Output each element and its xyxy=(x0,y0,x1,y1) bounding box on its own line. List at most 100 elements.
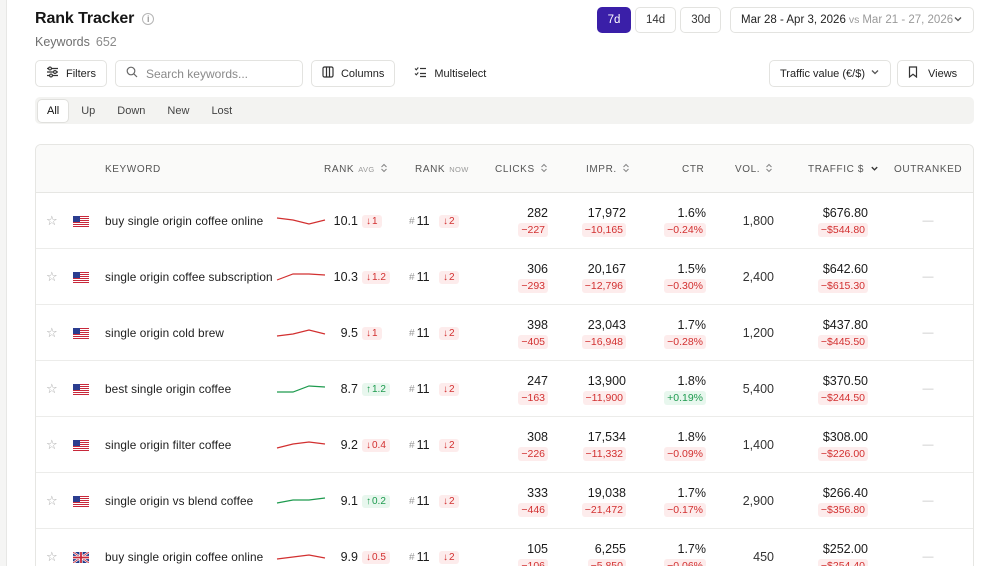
traffic-change: −$226.00 xyxy=(817,446,868,461)
tab-lost[interactable]: Lost xyxy=(211,104,233,117)
columns-button[interactable]: Columns xyxy=(310,60,396,87)
column-clicks[interactable]: CLICKS xyxy=(495,145,548,193)
keyword-text[interactable]: single origin cold brew xyxy=(105,325,225,340)
column-traffic[interactable]: TRAFFIC $ xyxy=(808,145,879,193)
star-icon[interactable]: ☆ xyxy=(46,269,58,284)
clicks-value: 282 xyxy=(527,205,548,220)
sliders-icon xyxy=(46,66,59,81)
keyword-text[interactable]: buy single origin coffee online xyxy=(105,213,264,228)
search-icon xyxy=(126,65,138,83)
tab-down[interactable]: Down xyxy=(117,104,146,117)
info-icon[interactable]: i xyxy=(142,13,155,25)
column-volume[interactable]: VOL. xyxy=(735,145,773,193)
tab-new[interactable]: New xyxy=(167,104,190,117)
clicks-change: −446 xyxy=(518,502,548,517)
tab-up[interactable]: Up xyxy=(81,104,96,117)
ctr-value: 1.8% xyxy=(677,373,707,388)
sparkline-line xyxy=(276,497,326,504)
column-outranked-label: OUTRANKED xyxy=(894,163,963,175)
ctr-cell: 1.6% −0.24% xyxy=(654,193,706,249)
star-icon[interactable]: ☆ xyxy=(46,325,58,340)
keyword-text[interactable]: single origin vs blend coffee xyxy=(105,493,254,508)
arrow-down-icon: ↓ xyxy=(366,327,371,339)
star-icon[interactable]: ☆ xyxy=(46,549,58,564)
table-row[interactable]: ☆ buy single origin coffee online 10.1 ↓ 1 #1… xyxy=(36,193,973,249)
column-impressions[interactable]: IMPR. xyxy=(586,145,630,193)
views-button[interactable]: Views xyxy=(897,60,974,87)
table-row[interactable]: ☆ buy single origin coffee online 9.9 ↓ 0.5 #… xyxy=(36,529,973,566)
rank-now-change: ↓ 2 xyxy=(439,417,459,473)
traffic-value-select[interactable]: Traffic value (€/$) xyxy=(769,60,891,87)
rank-change-value: 0.2 xyxy=(372,495,386,507)
column-traffic-line1: TRAFFIC xyxy=(808,163,855,175)
rank-now: #11 xyxy=(409,417,430,473)
star-icon[interactable]: ☆ xyxy=(46,213,58,228)
arrow-up-icon: ↑ xyxy=(366,383,371,395)
keyword-text[interactable]: buy single origin coffee online xyxy=(105,549,264,564)
star-icon[interactable]: ☆ xyxy=(46,493,58,508)
rank-now-change: ↓ 2 xyxy=(439,305,459,361)
clicks-change: −226 xyxy=(518,446,548,461)
ctr-change: −0.06% xyxy=(664,558,706,566)
column-rank-avg[interactable]: RANK AVG xyxy=(324,145,388,193)
clicks-value: 105 xyxy=(527,541,548,556)
rank-change-value: 1.2 xyxy=(372,271,386,283)
multiselect-button[interactable]: Multiselect xyxy=(403,60,498,87)
rank-now: #11 xyxy=(409,305,430,361)
us-flag-icon xyxy=(73,249,89,305)
rank-now: #11 xyxy=(409,473,430,529)
rank-sparkline xyxy=(276,249,326,305)
traffic-value: $370.50 xyxy=(822,373,868,388)
range-14d-button[interactable]: 14d xyxy=(635,7,677,33)
traffic-cell: $266.40 −$356.80 xyxy=(796,473,868,529)
impressions-cell: 23,043 −16,948 xyxy=(576,305,626,361)
sparkline-chart xyxy=(276,441,326,449)
traffic-change: −$254.40 xyxy=(817,558,868,566)
table-row[interactable]: ☆ best single origin coffee 8.7 ↑ 1.2 #11 ↓ 2 24… xyxy=(36,361,973,417)
arrow-down-icon: ↓ xyxy=(443,551,448,563)
rank-avg: 9.2 xyxy=(340,438,358,452)
table-row[interactable]: ☆ single origin filter coffee 9.2 ↓ 0.4 #11 ↓ 2… xyxy=(36,417,973,473)
outranked-value: — xyxy=(922,383,934,395)
tab-all[interactable]: All xyxy=(38,99,69,122)
rank-now: #11 xyxy=(409,193,430,249)
column-rank-now[interactable]: RANK NOW xyxy=(415,145,469,193)
filters-button[interactable]: Filters xyxy=(35,60,107,87)
rank-now-change-value: 2 xyxy=(449,495,455,507)
column-keyword[interactable]: KEYWORD xyxy=(105,145,161,193)
clicks-change: −106 xyxy=(518,558,548,566)
rank-avg-change: ↓ 1 xyxy=(362,305,382,361)
table-row[interactable]: ☆ single origin vs blend coffee 9.1 ↑ 0.2 #11… xyxy=(36,473,973,529)
keyword-text[interactable]: best single origin coffee xyxy=(105,381,232,396)
traffic-value: $266.40 xyxy=(822,485,868,500)
clicks-cell: 247 −163 xyxy=(506,361,548,417)
range-7d-button[interactable]: 7d xyxy=(597,7,631,33)
star-icon[interactable]: ☆ xyxy=(46,437,58,452)
column-ctr[interactable]: CTR xyxy=(682,145,704,193)
date-range-picker[interactable]: Mar 28 - Apr 3, 2026 vs Mar 21 - 27, 202… xyxy=(730,7,974,33)
rank-now: #11 xyxy=(409,249,430,305)
keyword-text[interactable]: single origin coffee subscription xyxy=(105,269,273,284)
sparkline-chart xyxy=(276,497,326,504)
search-input[interactable] xyxy=(145,66,286,81)
rank-now-value: 11 xyxy=(416,494,430,508)
rank-avg-change: ↓ 0.5 xyxy=(362,529,390,566)
star-icon[interactable]: ☆ xyxy=(46,381,58,396)
traffic-value: $642.60 xyxy=(822,261,868,276)
rank-now-hash: # xyxy=(409,439,415,451)
impressions-value: 17,972 xyxy=(587,205,626,220)
keyword-text[interactable]: single origin filter coffee xyxy=(105,437,232,452)
sparkline-chart xyxy=(276,217,326,225)
rank-change-badge: ↓ 1 xyxy=(362,326,382,340)
sparkline-line xyxy=(277,385,326,393)
traffic-change: −$445.50 xyxy=(817,334,868,349)
column-impr-label: IMPR. xyxy=(586,163,617,175)
range-30d-button[interactable]: 30d xyxy=(680,7,722,33)
table-row[interactable]: ☆ single origin coffee subscription 10.3 ↓ 1… xyxy=(36,249,973,305)
checklist-icon xyxy=(414,66,427,81)
table-row[interactable]: ☆ single origin cold brew 9.5 ↓ 1 #11 ↓ 2 398 −40… xyxy=(36,305,973,361)
us-flag-icon xyxy=(73,361,89,417)
ctr-cell: 1.8% −0.09% xyxy=(654,417,706,473)
ctr-value: 1.5% xyxy=(677,261,707,276)
column-outranked[interactable]: OUTRANKED xyxy=(894,145,962,193)
